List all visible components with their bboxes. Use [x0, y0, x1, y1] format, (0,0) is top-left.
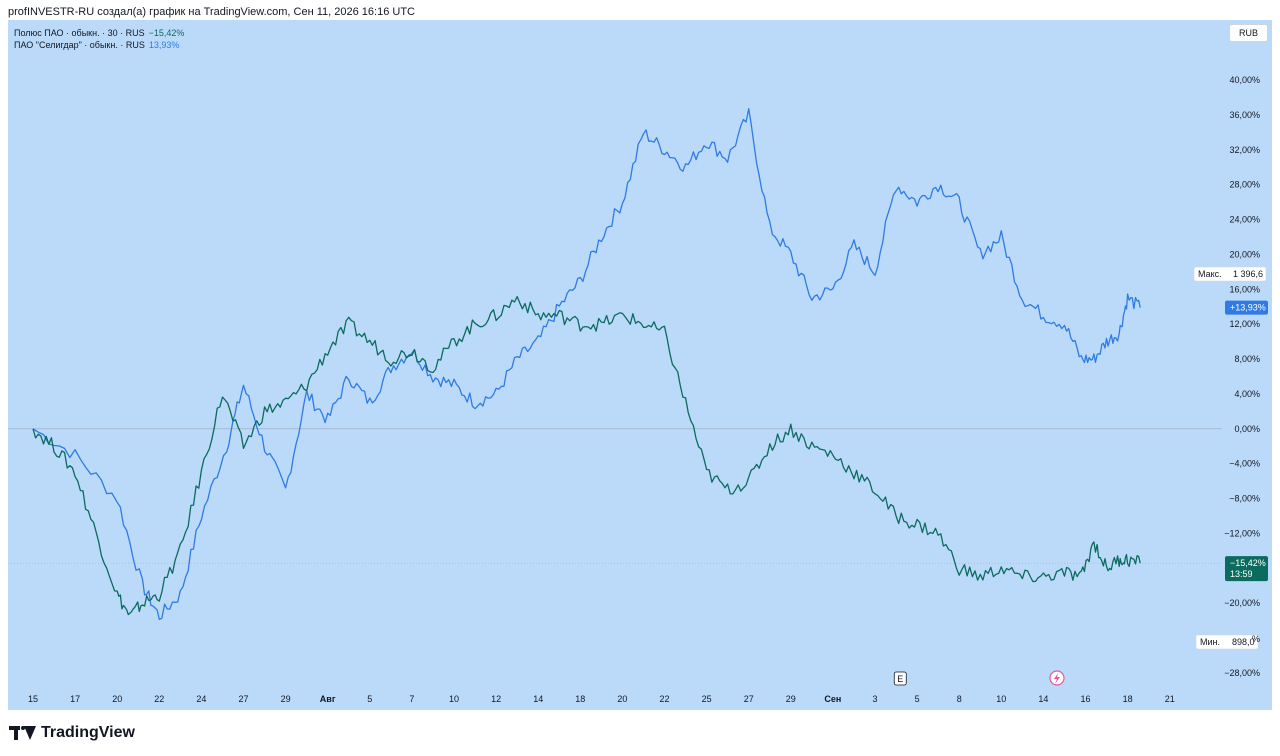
x-tick-label: 14 [533, 694, 543, 704]
x-tick-label: 10 [996, 694, 1006, 704]
x-tick-label: 29 [281, 694, 291, 704]
brand-name: TradingView [41, 724, 135, 741]
x-tick-label: 27 [744, 694, 754, 704]
lightning-icon [1054, 673, 1060, 684]
legend-name: Полюс ПАО · обыкн. · 30 · RUS [14, 28, 145, 38]
series-line-polyus [32, 295, 1141, 616]
y-tick-label: 24,00% [1229, 215, 1260, 225]
x-tick-label: 20 [617, 694, 627, 704]
series-legend: Полюс ПАО · обыкн. · 30 · RUS −15,42% ПАО… [14, 27, 184, 51]
x-tick-label: 15 [28, 694, 38, 704]
y-tick-label: −28,00% [1224, 668, 1260, 678]
legend-item-polyus[interactable]: Полюс ПАО · обыкн. · 30 · RUS −15,42% [14, 27, 184, 39]
x-tick-label: 21 [1165, 694, 1175, 704]
y-tick-label: 32,00% [1229, 145, 1260, 155]
x-tick-label: 17 [70, 694, 80, 704]
y-tick-partial: % [1252, 634, 1260, 644]
min-tag-value: 898,0 [1232, 637, 1255, 647]
blue-last-tag [1225, 300, 1268, 315]
legend-item-seligdar[interactable]: ПАО "Селигдар" · обыкн. · RUS 13,93% [14, 39, 184, 51]
x-tick-label: 5 [915, 694, 920, 704]
y-tick-label: 40,00% [1229, 75, 1260, 85]
x-tick-label: Сен [824, 694, 841, 704]
x-tick-label: 16 [1080, 694, 1090, 704]
earnings-event-label: E [897, 674, 903, 684]
blue-last-tag-text: +13,93% [1230, 303, 1266, 313]
y-tick-label: 8,00% [1234, 354, 1260, 364]
y-tick-label: 36,00% [1229, 110, 1260, 120]
y-tick-label: 12,00% [1229, 319, 1260, 329]
max-tag-value: 1 396,6 [1233, 269, 1263, 279]
series-line-seligdar [32, 108, 1141, 621]
y-tick-label: 4,00% [1234, 389, 1260, 399]
min-tag-box [1195, 634, 1259, 650]
plot-area[interactable] [8, 20, 1272, 710]
x-tick-label: 12 [491, 694, 501, 704]
legend-value: −15,42% [148, 28, 185, 38]
tradingview-logo[interactable]: TradingView [9, 724, 135, 742]
x-tick-label: 18 [575, 694, 585, 704]
y-tick-label: −12,00% [1224, 528, 1260, 538]
x-tick-label: 18 [1123, 694, 1133, 704]
y-tick-label: 20,00% [1229, 249, 1260, 259]
y-tick-label: 16,00% [1229, 284, 1260, 294]
x-tick-label: 22 [154, 694, 164, 704]
y-tick-label: −4,00% [1229, 459, 1260, 469]
tradingview-logo-icon [9, 726, 36, 740]
green-last-tag [1225, 556, 1268, 582]
legend-name: ПАО "Селигдар" · обыкн. · RUS [14, 40, 145, 50]
x-tick-label: 14 [1038, 694, 1048, 704]
x-tick-label: 27 [238, 694, 248, 704]
x-tick-label: 8 [957, 694, 962, 704]
currency-button[interactable]: RUB [1229, 24, 1268, 42]
x-tick-label: 3 [872, 694, 877, 704]
x-tick-label: 5 [367, 694, 372, 704]
green-last-tag-time: 13:59 [1230, 569, 1253, 579]
max-tag-label: Макс. [1198, 269, 1222, 279]
y-tick-label: 28,00% [1229, 180, 1260, 190]
x-tick-label: 25 [702, 694, 712, 704]
max-tag-box [1193, 266, 1267, 282]
min-tag-label: Мин. [1200, 637, 1220, 647]
x-tick-label: Авг [320, 694, 336, 704]
y-tick-label: −8,00% [1229, 494, 1260, 504]
chart-header-title: profINVESTR-RU создал(а) график на Tradi… [8, 6, 415, 18]
x-tick-label: 24 [196, 694, 206, 704]
y-tick-label: 0,00% [1234, 424, 1260, 434]
x-tick-label: 29 [786, 694, 796, 704]
earnings-event-marker [893, 671, 907, 686]
x-tick-label: 7 [409, 694, 414, 704]
y-tick-label: −20,00% [1224, 598, 1260, 608]
x-tick-label: 22 [659, 694, 669, 704]
x-tick-label: 10 [449, 694, 459, 704]
legend-value: 13,93% [148, 40, 180, 50]
green-last-tag-text: −15,42% [1230, 558, 1266, 568]
x-tick-label: 20 [112, 694, 122, 704]
